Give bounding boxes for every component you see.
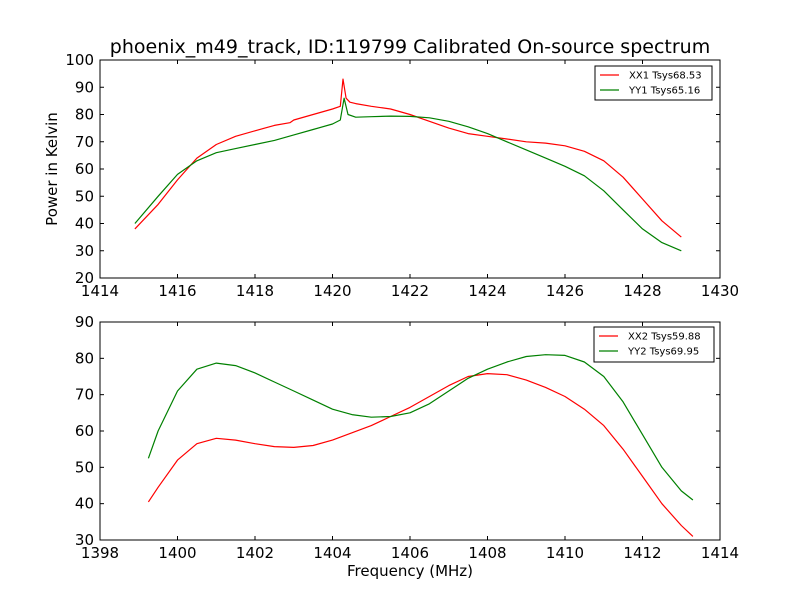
x-axis-label: Frequency (MHz) — [347, 562, 473, 580]
x-tick-label: 1424 — [468, 282, 506, 300]
series-line-yy2-tsys69-95 — [147, 354, 694, 501]
x-tick-label: 1412 — [623, 544, 661, 562]
y-tick-label: 20 — [75, 269, 94, 287]
bottom-panel: 1398 1400 1402 1404 1406 1408 1410 1412 1414 30 40… — [75, 313, 739, 580]
x-tick-label: 1430 — [701, 282, 739, 300]
x-tick-label: 1400 — [158, 544, 196, 562]
y-tick-label: 40 — [75, 215, 94, 233]
x-tick-label: 1422 — [391, 282, 429, 300]
y-tick-label: 60 — [75, 160, 94, 178]
legend-label: YY2 Tsys69.95 — [627, 347, 699, 358]
series-line-yy1-tsys65-16 — [134, 97, 682, 252]
series-line-xx1-tsys68-53 — [134, 78, 682, 238]
y-tick-label: 100 — [65, 51, 94, 69]
y-tick-label: 70 — [75, 386, 94, 404]
y-tick-label: 40 — [75, 495, 94, 513]
x-tick-label: 1426 — [546, 282, 584, 300]
y-tick-label: 80 — [75, 106, 94, 124]
x-tick-label: 1420 — [313, 282, 351, 300]
x-tick-label: 1398 — [81, 544, 119, 562]
y-tick-label: 90 — [75, 313, 94, 331]
y-tick-label: 70 — [75, 133, 94, 151]
series-line-xx2-tsys59-88 — [147, 373, 694, 537]
x-tick-label: 1428 — [623, 282, 661, 300]
x-tick-label: 1414 — [701, 544, 739, 562]
y-axis-label: Power in Kelvin — [43, 112, 61, 226]
x-tick-label: 1414 — [81, 282, 119, 300]
y-tick-label: 30 — [75, 531, 94, 549]
x-tick-label: 1402 — [236, 544, 274, 562]
top-panel: 1414 1416 1418 1420 1422 1424 1426 1428 1430 20 30… — [43, 51, 739, 300]
y-tick-label: 50 — [75, 458, 94, 476]
legend-box — [594, 65, 713, 101]
legend-label: YY1 Tsys65.16 — [628, 86, 700, 97]
y-tick-label: 60 — [75, 422, 94, 440]
x-tick-label: 1416 — [158, 282, 196, 300]
x-tick-label: 1406 — [391, 544, 429, 562]
legend-box — [593, 326, 715, 363]
y-tick-label: 80 — [75, 349, 94, 367]
x-tick-label: 1408 — [468, 544, 506, 562]
legend-label: XX1 Tsys68.53 — [629, 71, 702, 82]
y-tick-label: 90 — [75, 78, 94, 96]
legend: XX1 Tsys68.53 YY1 Tsys65.16 — [594, 65, 713, 101]
legend: XX2 Tsys59.88 YY2 Tsys69.95 — [593, 326, 715, 363]
x-tick-label: 1418 — [236, 282, 274, 300]
y-tick-label: 50 — [75, 187, 94, 205]
x-tick-label: 1404 — [313, 544, 351, 562]
legend-label: XX2 Tsys59.88 — [628, 332, 701, 343]
y-tick-label: 30 — [75, 242, 94, 260]
chart-title: phoenix_m49_track, ID:119799 Calibrated … — [110, 36, 710, 58]
x-tick-label: 1410 — [546, 544, 584, 562]
